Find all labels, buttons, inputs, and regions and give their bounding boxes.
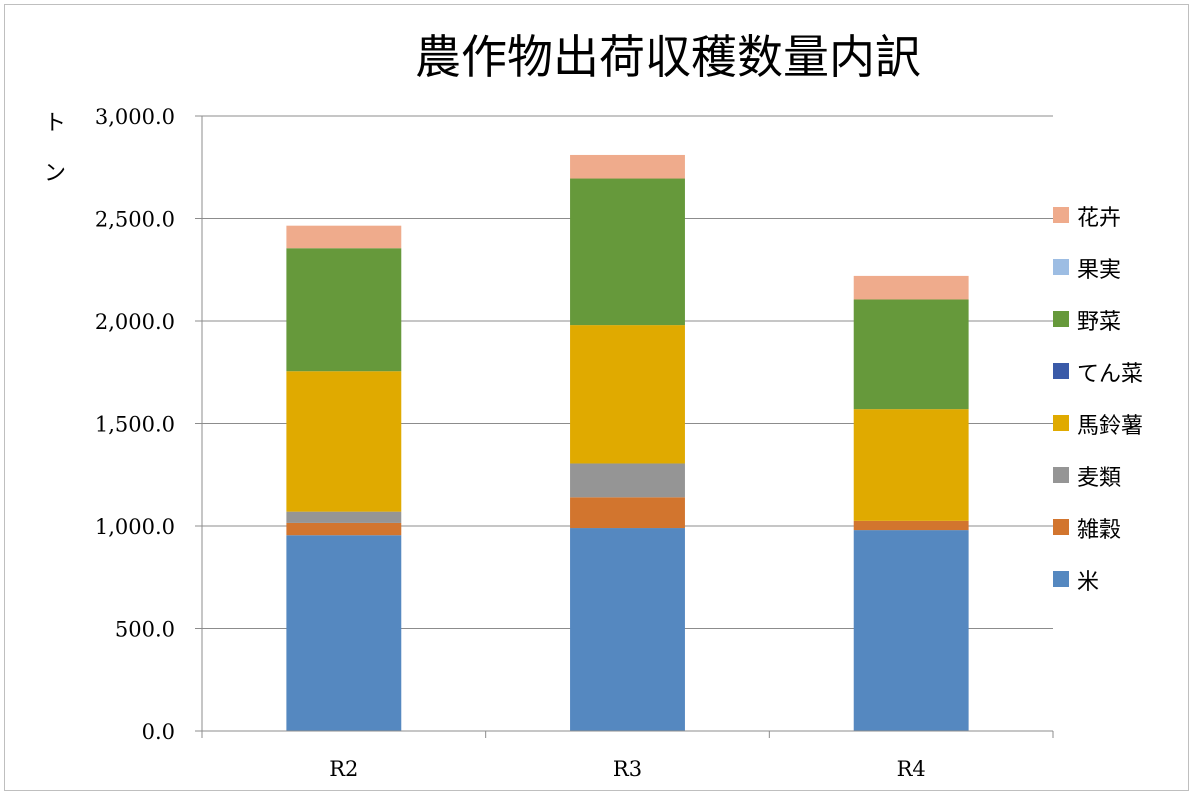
legend-swatch [1053, 519, 1069, 535]
legend-swatch [1053, 571, 1069, 587]
bar-R2-1 [286, 522, 402, 536]
y-tick-label: 500.0 [115, 618, 175, 642]
legend-label: 雑穀 [1077, 518, 1121, 543]
x-tick-label: R2 [329, 757, 358, 781]
bar-R3-7 [570, 154, 685, 179]
x-tick-label: R4 [897, 757, 926, 781]
legend-label: 馬鈴薯 [1077, 414, 1143, 439]
bar-R3-0 [570, 528, 685, 731]
y-tick-label: 2,500.0 [95, 208, 175, 232]
legend-label: 米 [1077, 570, 1099, 595]
bar-R2-2 [286, 511, 402, 523]
legend-swatch [1053, 363, 1069, 379]
y-tick-label: 0.0 [142, 720, 175, 744]
y-tick-label: 3,000.0 [95, 105, 175, 129]
bar-R2-7 [286, 225, 402, 249]
bar-R2-3 [286, 371, 402, 512]
y-tick-label: 2,000.0 [95, 310, 175, 334]
x-tick-label: R3 [613, 757, 642, 781]
legend-swatch [1053, 259, 1069, 275]
y-axis-label: トン [44, 111, 66, 186]
y-axis-label-char: ン [44, 161, 66, 186]
bars [286, 154, 969, 731]
legend-swatch [1053, 207, 1069, 223]
y-tick-label: 1,500.0 [95, 413, 175, 437]
bar-R3-5 [570, 178, 685, 326]
bar-R4-5 [853, 299, 969, 410]
bar-R3-3 [570, 325, 685, 464]
legend-swatch [1053, 415, 1069, 431]
legend-label: 麦類 [1077, 466, 1121, 491]
y-axis-label-char: ト [44, 111, 66, 136]
legend-label: 野菜 [1077, 310, 1121, 335]
bar-R2-5 [286, 248, 402, 372]
tick-labels: 0.0 500.0 1,000.0 1,500.0 2,000.0 2,500.0 3,00… [95, 105, 926, 781]
legend-label: 果実 [1077, 258, 1121, 283]
bar-R4-3 [853, 409, 969, 521]
bar-R3-1 [570, 497, 685, 529]
bar-R4-0 [853, 530, 969, 731]
legend-label: 花卉 [1077, 206, 1121, 231]
legend-swatch [1053, 311, 1069, 327]
legend-label: てん菜 [1077, 362, 1143, 387]
bar-R3-2 [570, 463, 685, 498]
bar-R2-0 [286, 535, 402, 731]
bar-R4-1 [853, 520, 969, 531]
y-tick-label: 1,000.0 [95, 515, 175, 539]
axes [195, 115, 1054, 738]
bar-R4-7 [853, 275, 969, 300]
legend-swatch [1053, 467, 1069, 483]
chart-title: 農作物出荷収穫数量内訳 [415, 30, 921, 84]
